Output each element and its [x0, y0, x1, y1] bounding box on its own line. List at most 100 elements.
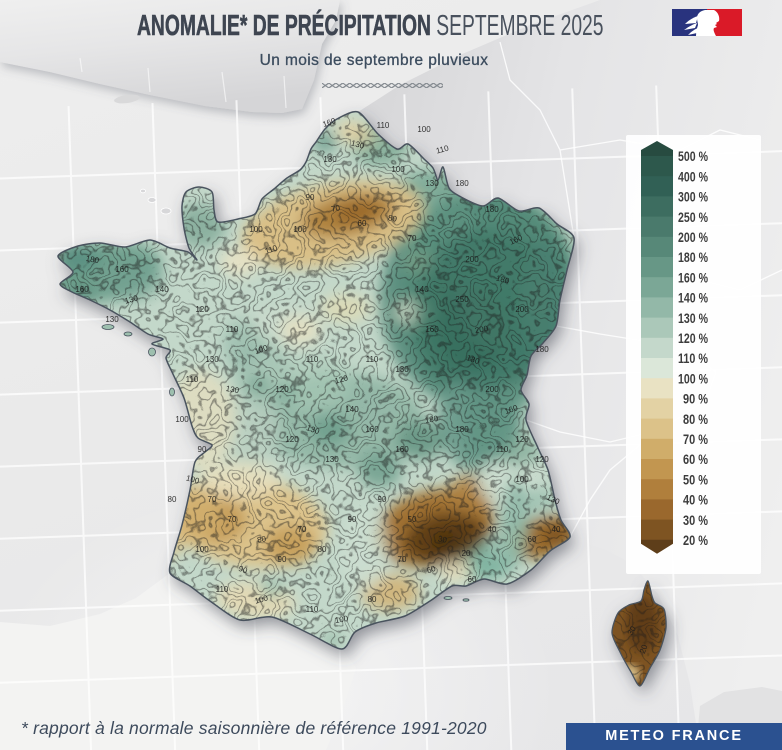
svg-text:130 %: 130 % — [678, 310, 708, 326]
svg-text:100: 100 — [249, 225, 263, 234]
svg-text:100: 100 — [195, 545, 209, 554]
svg-text:100: 100 — [185, 474, 201, 486]
svg-text:80: 80 — [368, 595, 377, 604]
svg-text:200: 200 — [474, 324, 489, 335]
svg-text:110: 110 — [306, 355, 319, 364]
svg-text:160: 160 — [503, 403, 519, 416]
svg-text:100: 100 — [334, 614, 349, 625]
svg-text:70 %: 70 % — [683, 431, 708, 447]
svg-text:130: 130 — [350, 139, 366, 151]
svg-text:130: 130 — [425, 179, 439, 188]
svg-text:180: 180 — [495, 274, 511, 286]
svg-text:130: 130 — [323, 155, 337, 164]
svg-text:110: 110 — [377, 121, 390, 130]
svg-text:90: 90 — [348, 515, 357, 524]
svg-text:40 %: 40 % — [683, 492, 708, 508]
svg-text:100: 100 — [254, 593, 270, 605]
svg-text:250: 250 — [455, 295, 469, 304]
svg-text:110: 110 — [216, 585, 229, 594]
svg-text:180: 180 — [485, 205, 499, 214]
svg-text:70: 70 — [298, 525, 307, 534]
svg-text:90: 90 — [278, 555, 287, 564]
svg-text:180 %: 180 % — [678, 249, 708, 265]
svg-text:180: 180 — [455, 425, 469, 434]
svg-text:130: 130 — [225, 384, 240, 395]
svg-text:110: 110 — [226, 325, 239, 334]
svg-text:20: 20 — [638, 643, 650, 655]
svg-text:300 %: 300 % — [678, 189, 708, 205]
svg-text:20 %: 20 % — [683, 532, 708, 548]
svg-text:50 %: 50 % — [683, 471, 708, 487]
svg-text:40: 40 — [488, 525, 497, 534]
svg-text:140: 140 — [415, 285, 429, 294]
svg-text:90: 90 — [378, 495, 387, 504]
svg-text:60: 60 — [358, 219, 367, 228]
svg-text:70: 70 — [408, 234, 417, 243]
svg-text:100: 100 — [417, 125, 431, 134]
svg-text:130: 130 — [305, 423, 321, 436]
svg-text:100: 100 — [515, 475, 529, 484]
svg-text:400 %: 400 % — [678, 168, 708, 184]
svg-text:80: 80 — [387, 213, 398, 224]
svg-text:120: 120 — [515, 435, 529, 444]
svg-text:60 %: 60 % — [683, 451, 708, 467]
svg-text:100: 100 — [175, 415, 189, 424]
svg-text:130: 130 — [395, 365, 409, 374]
svg-text:160: 160 — [115, 265, 129, 274]
svg-text:70: 70 — [330, 203, 341, 214]
svg-text:80 %: 80 % — [683, 411, 708, 427]
svg-text:160: 160 — [425, 325, 439, 334]
svg-text:120: 120 — [275, 385, 289, 394]
svg-text:200: 200 — [515, 305, 529, 314]
svg-text:120: 120 — [285, 435, 299, 444]
svg-text:120: 120 — [535, 455, 549, 464]
svg-text:90: 90 — [237, 564, 249, 576]
svg-text:60: 60 — [468, 575, 477, 584]
svg-text:30 %: 30 % — [683, 512, 708, 528]
svg-text:200: 200 — [485, 385, 499, 394]
svg-text:140 %: 140 % — [678, 290, 708, 306]
svg-text:110: 110 — [435, 143, 450, 155]
svg-text:70: 70 — [398, 555, 407, 564]
svg-text:80: 80 — [256, 534, 267, 545]
svg-text:100: 100 — [253, 343, 269, 356]
svg-text:200: 200 — [465, 255, 479, 264]
svg-text:20: 20 — [462, 549, 471, 558]
svg-text:160: 160 — [395, 445, 409, 454]
svg-text:120: 120 — [195, 305, 209, 314]
svg-text:120 %: 120 % — [678, 330, 708, 346]
svg-text:140: 140 — [345, 405, 359, 414]
svg-text:200 %: 200 % — [678, 229, 708, 245]
svg-text:40: 40 — [552, 525, 561, 534]
svg-text:160: 160 — [365, 425, 379, 434]
svg-text:250 %: 250 % — [678, 209, 708, 225]
svg-text:110: 110 — [264, 243, 280, 256]
svg-text:180: 180 — [455, 179, 469, 188]
svg-text:500 %: 500 % — [678, 148, 708, 164]
svg-text:180: 180 — [424, 414, 439, 425]
svg-text:30: 30 — [437, 534, 448, 545]
svg-text:90: 90 — [306, 193, 315, 202]
svg-text:140: 140 — [155, 285, 169, 294]
svg-text:60: 60 — [528, 535, 537, 544]
svg-text:160 %: 160 % — [678, 269, 708, 285]
svg-text:80: 80 — [318, 545, 327, 554]
svg-text:130: 130 — [105, 315, 119, 324]
svg-text:130: 130 — [325, 455, 339, 464]
svg-text:70: 70 — [228, 515, 237, 524]
svg-text:80: 80 — [168, 495, 177, 504]
svg-text:120: 120 — [334, 373, 350, 385]
svg-text:90 %: 90 % — [683, 391, 708, 407]
svg-text:70: 70 — [208, 495, 217, 504]
svg-text:50: 50 — [408, 515, 417, 524]
svg-text:100: 100 — [293, 225, 307, 234]
svg-text:160: 160 — [75, 285, 89, 294]
svg-text:180: 180 — [85, 254, 100, 265]
svg-text:110: 110 — [306, 605, 319, 614]
svg-text:130: 130 — [124, 293, 140, 305]
svg-text:180: 180 — [465, 353, 481, 366]
svg-text:110: 110 — [496, 445, 509, 454]
svg-text:100: 100 — [391, 165, 405, 174]
svg-text:110: 110 — [366, 355, 379, 364]
svg-text:60: 60 — [425, 564, 437, 576]
